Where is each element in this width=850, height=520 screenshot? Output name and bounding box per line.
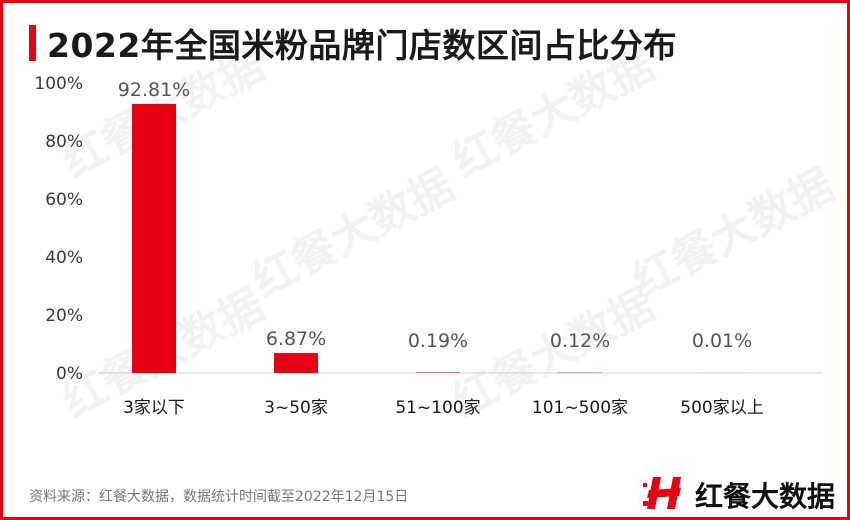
bars-group: [132, 103, 744, 373]
data-label: 6.87%: [266, 328, 326, 350]
bar: [416, 372, 460, 373]
data-label: 0.12%: [550, 330, 610, 352]
bar: [274, 353, 318, 373]
data-label: 92.81%: [118, 79, 190, 101]
watermark-text: 红餐大数据: [244, 159, 462, 307]
bar: [132, 103, 176, 373]
x-tick-label: 3~50家: [264, 398, 328, 418]
y-tick-label: 0%: [56, 364, 83, 384]
brand-name: 红餐大数据: [695, 480, 836, 513]
x-tick-label: 51~100家: [395, 398, 480, 418]
value-labels-group: 92.81% 6.87% 0.19% 0.12% 0.01%: [118, 79, 752, 352]
y-tick-label: 40%: [45, 248, 83, 268]
x-axis: 3家以下 3~50家 51~100家 101~500家 500家以上: [123, 398, 764, 418]
chart-title: 2022年全国米粉品牌门店数区间占比分布: [47, 26, 677, 65]
data-label: 0.19%: [408, 330, 468, 352]
y-axis: 0% 20% 40% 60% 80% 100%: [34, 74, 83, 384]
source-note: 资料来源：红餐大数据，数据统计时间截至2022年12月15日: [29, 489, 409, 505]
y-tick-label: 100%: [34, 74, 83, 94]
x-tick-label: 500家以上: [680, 398, 763, 418]
data-label: 0.01%: [692, 330, 752, 352]
watermark-text: 红餐大数据: [624, 159, 842, 307]
watermark-text: 红餐大数据: [444, 39, 662, 187]
x-tick-label: 3家以下: [123, 398, 185, 418]
red-h-logo-icon: [643, 477, 681, 509]
y-tick-label: 20%: [45, 306, 83, 326]
x-tick-label: 101~500家: [532, 398, 628, 418]
y-tick-label: 80%: [45, 132, 83, 152]
title-accent-bar: [29, 25, 36, 61]
bar-chart: 红餐大数据红餐大数据红餐大数据红餐大数据红餐大数据红餐大数据 0%20%40%6…: [34, 39, 842, 427]
y-tick-label: 60%: [45, 190, 83, 210]
